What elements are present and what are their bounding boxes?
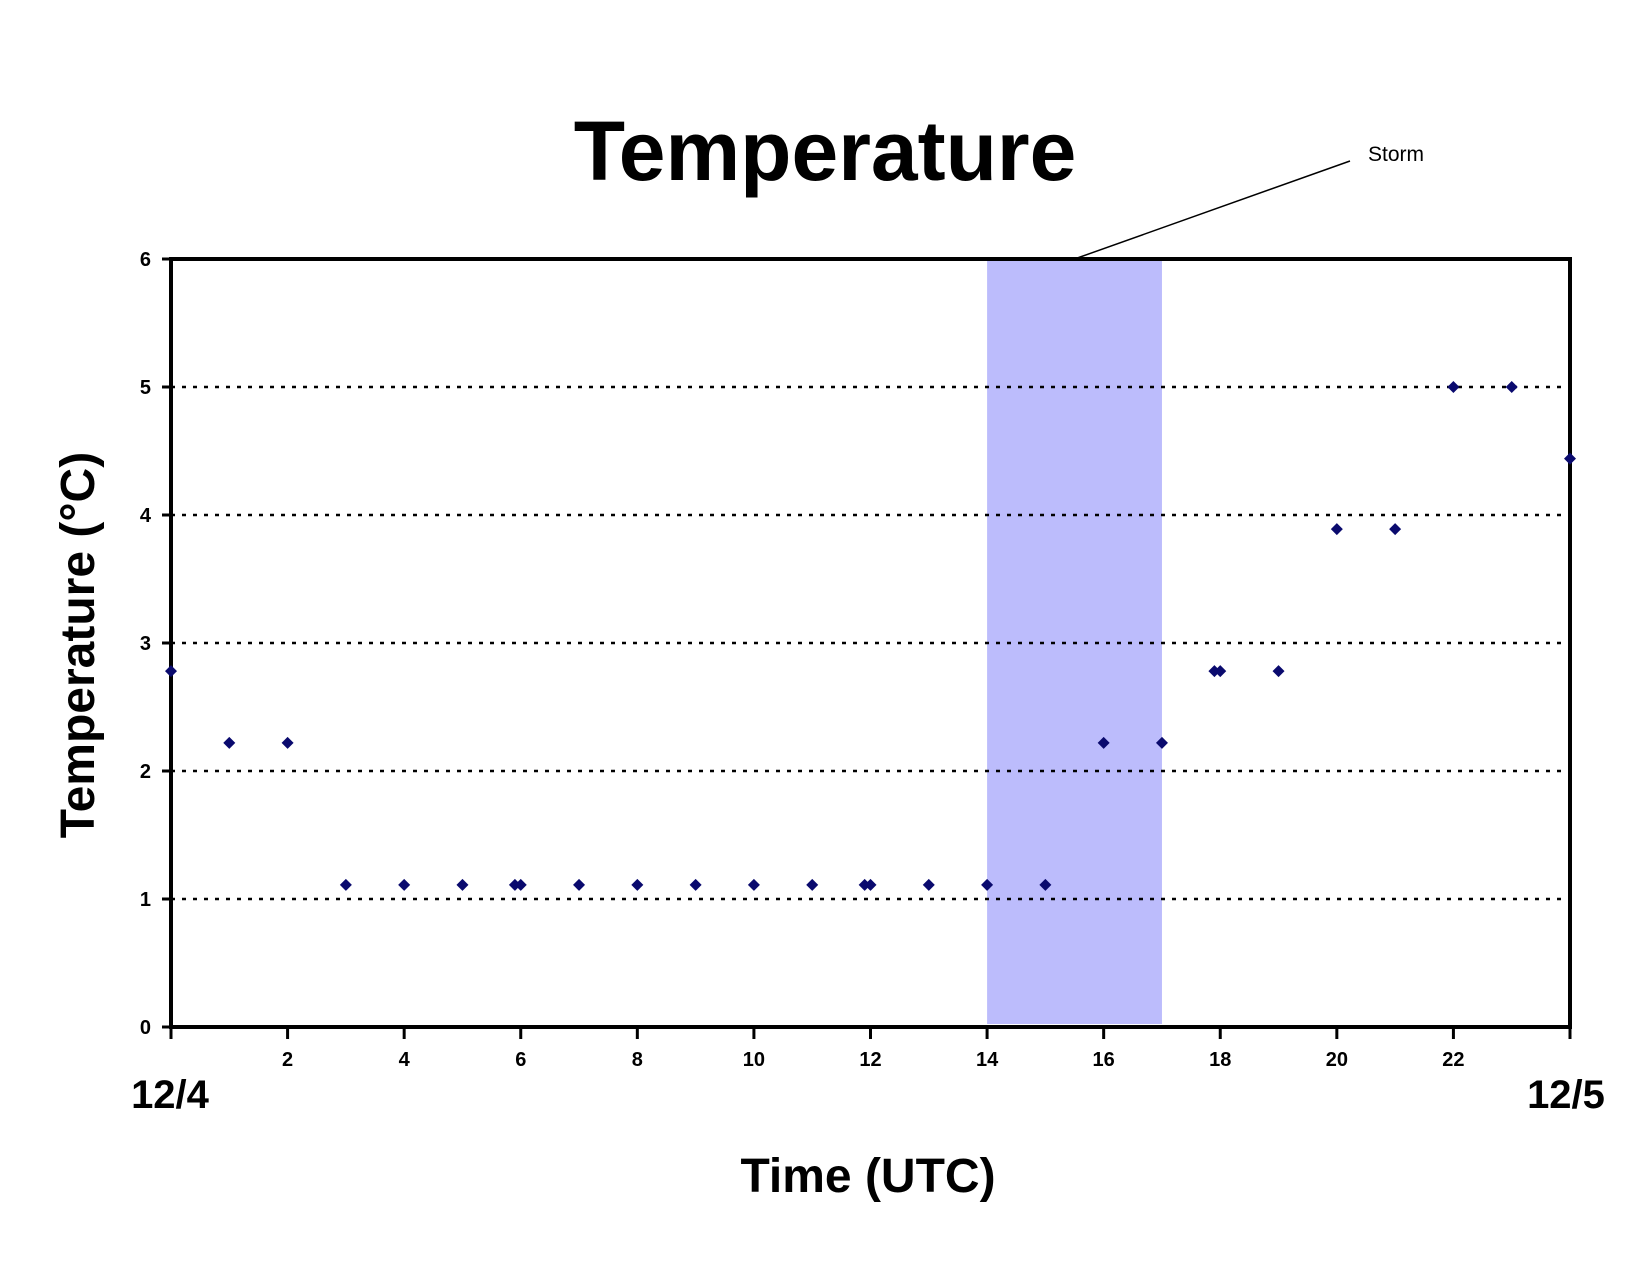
data-point — [1155, 736, 1168, 749]
x-tick-label: 2 — [282, 1049, 293, 1071]
data-point — [281, 736, 294, 749]
y-tick-label: 0 — [140, 1017, 151, 1039]
x-tick-label: 10 — [743, 1049, 765, 1071]
data-point — [981, 878, 994, 891]
storm-region — [987, 259, 1162, 1024]
data-point — [1447, 381, 1460, 393]
data-point — [1039, 878, 1052, 891]
data-point — [1097, 736, 1110, 749]
data-point — [339, 878, 352, 891]
data-point — [165, 665, 177, 678]
data-point — [456, 878, 469, 891]
data-point — [1389, 523, 1402, 536]
y-tick-label: 5 — [140, 377, 151, 399]
x-axis-title: Time (UTC) — [740, 1150, 995, 1203]
data-point — [864, 878, 877, 891]
data-point — [1330, 523, 1343, 536]
data-point — [514, 878, 527, 891]
y-axis-title: Temperature (°C) — [52, 452, 105, 838]
x-start-date-label: 12/4 — [131, 1073, 210, 1117]
data-point — [689, 878, 702, 891]
data-point — [1505, 381, 1518, 393]
x-tick-label: 6 — [515, 1049, 526, 1071]
data-point — [1272, 665, 1285, 678]
x-tick-label: 22 — [1442, 1049, 1464, 1071]
x-end-date-label: 12/5 — [1527, 1073, 1605, 1117]
data-point — [223, 736, 236, 749]
storm-annotation-line — [1074, 160, 1351, 260]
data-point — [1564, 452, 1576, 465]
data-point — [573, 878, 586, 891]
y-tick-label: 2 — [140, 761, 151, 783]
y-tick-label: 4 — [140, 505, 152, 527]
x-tick-label: 12 — [859, 1049, 881, 1071]
data-point — [631, 878, 644, 891]
y-tick-label: 6 — [140, 249, 151, 271]
y-tick-label: 3 — [140, 633, 151, 655]
storm-annotation-label: Storm — [1368, 143, 1424, 166]
data-point — [398, 878, 411, 891]
chart-title: Temperature — [574, 104, 1077, 198]
data-point — [922, 878, 935, 891]
data-point — [806, 878, 819, 891]
data-point — [747, 878, 760, 891]
x-tick-label: 20 — [1326, 1049, 1348, 1071]
x-tick-label: 8 — [632, 1049, 643, 1071]
x-tick-label: 16 — [1093, 1049, 1115, 1071]
x-tick-label: 4 — [399, 1049, 411, 1071]
x-tick-label: 18 — [1209, 1049, 1231, 1071]
data-point — [1214, 665, 1227, 678]
y-tick-label: 1 — [140, 889, 151, 911]
x-tick-label: 14 — [976, 1049, 999, 1071]
